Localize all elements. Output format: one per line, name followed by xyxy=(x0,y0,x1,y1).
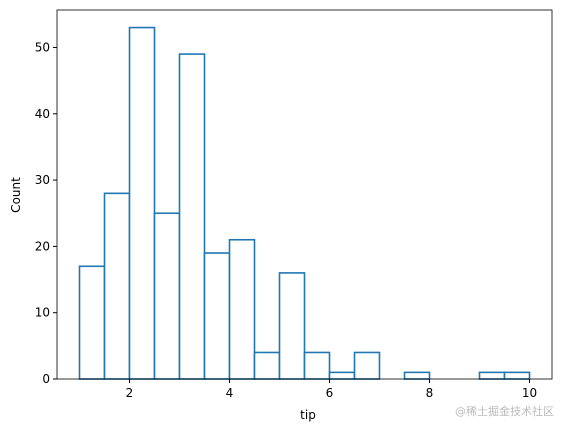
bar xyxy=(478,371,506,380)
bar xyxy=(403,371,431,380)
watermark: @稀土掘金技术社区 xyxy=(455,404,554,418)
bar xyxy=(278,272,306,380)
x-tick-label: 10 xyxy=(522,386,537,400)
y-tick-label: 50 xyxy=(35,40,50,54)
y-tick-label: 0 xyxy=(42,372,50,386)
x-tick-label: 4 xyxy=(226,386,234,400)
bar xyxy=(303,351,331,380)
x-axis-label: tip xyxy=(300,408,316,422)
bar xyxy=(353,351,381,380)
plot-frame xyxy=(56,9,553,380)
y-tick-label: 30 xyxy=(35,173,50,187)
y-tick-label: 10 xyxy=(35,306,50,320)
y-tick-label: 40 xyxy=(35,107,50,121)
bar xyxy=(103,192,131,380)
bar xyxy=(78,265,106,380)
bar xyxy=(178,53,206,380)
bar xyxy=(128,26,156,380)
y-axis-label: Count xyxy=(9,177,23,213)
bar xyxy=(153,212,181,380)
x-tick-label: 8 xyxy=(426,386,434,400)
x-tick-label: 2 xyxy=(126,386,134,400)
bar xyxy=(253,351,281,380)
bar xyxy=(328,371,356,380)
x-tick-label: 6 xyxy=(326,386,334,400)
y-tick-label: 20 xyxy=(35,239,50,253)
bar xyxy=(228,238,256,380)
bar xyxy=(203,252,231,380)
bar xyxy=(503,371,531,380)
